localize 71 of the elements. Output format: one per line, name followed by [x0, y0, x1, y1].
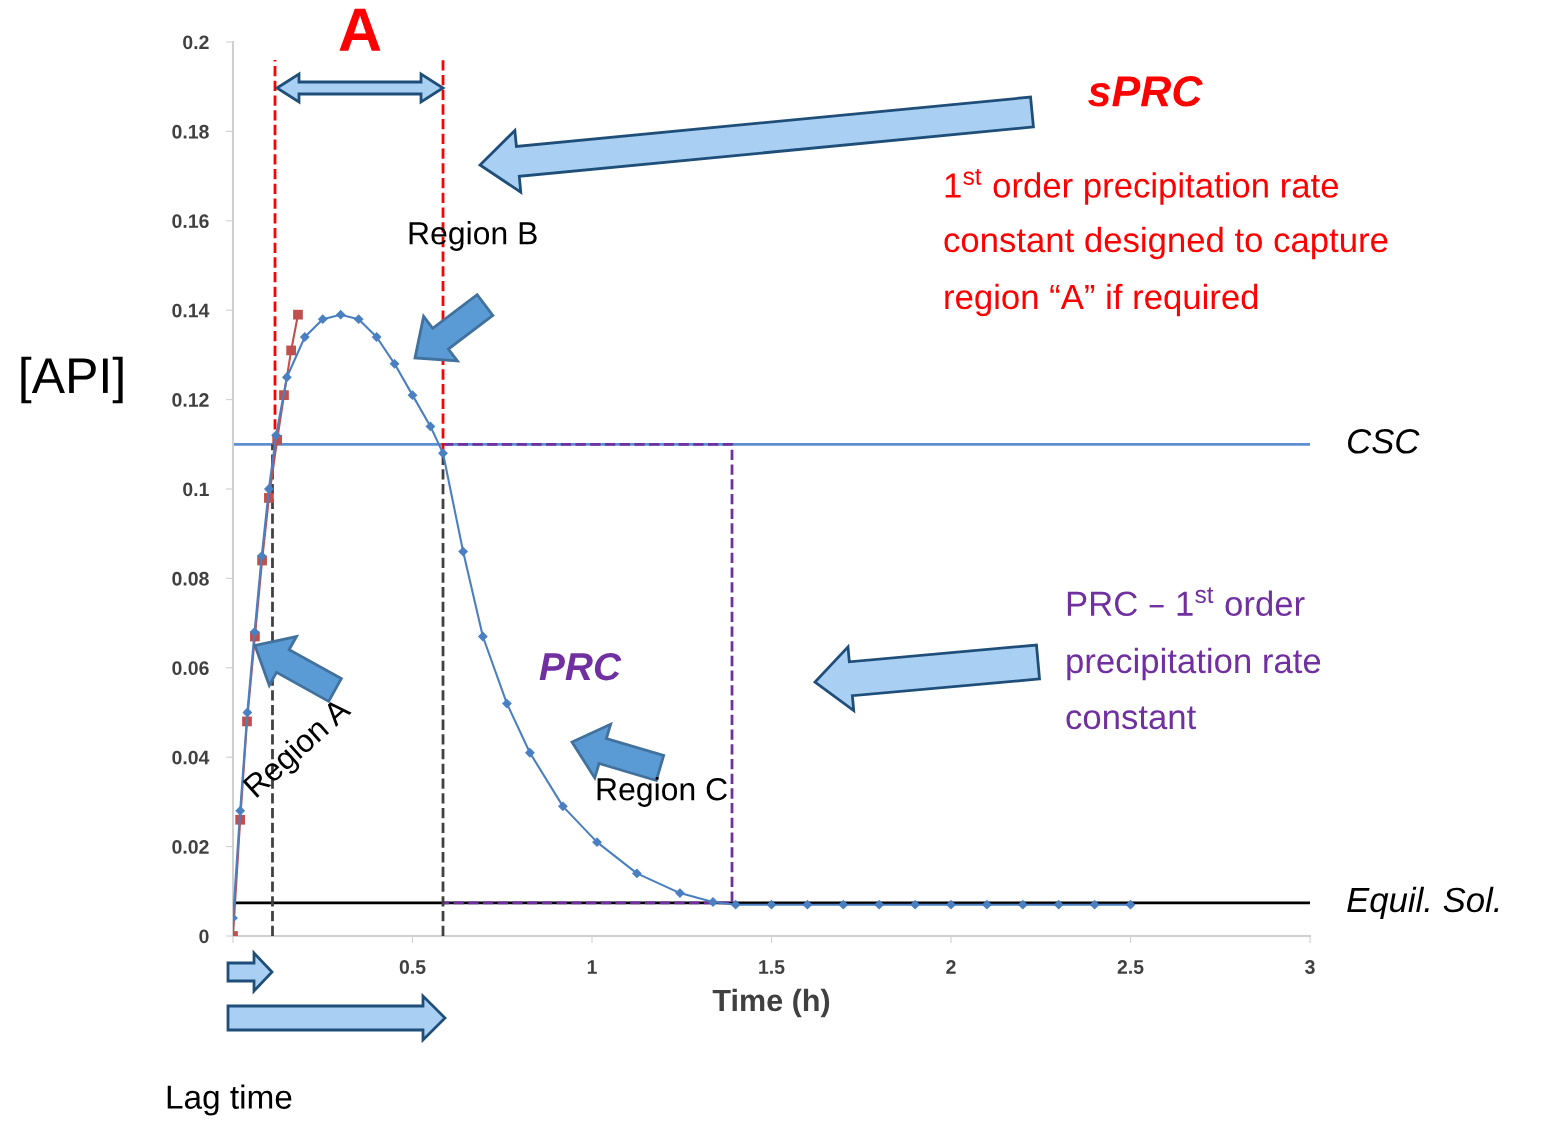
x-tick-label: 1.5 — [759, 960, 785, 974]
point — [271, 430, 281, 441]
point — [438, 448, 448, 459]
ref-line-label: Equil. Sol. — [1347, 886, 1499, 920]
point — [263, 484, 274, 494]
point — [592, 837, 602, 848]
point — [458, 546, 469, 557]
annotation: constant designed to capture — [944, 226, 1388, 260]
annotation: Region B — [409, 221, 537, 251]
annotation: A — [339, 8, 381, 51]
annotation: PRC — [539, 652, 622, 681]
point — [249, 627, 260, 637]
y-axis-title: [API] — [21, 356, 123, 404]
point — [1053, 899, 1064, 910]
point — [524, 747, 535, 758]
point — [910, 899, 921, 910]
point — [477, 631, 488, 642]
point — [256, 551, 267, 561]
y-tick-label: 0 — [199, 929, 209, 944]
y-tick-label: 0.04 — [172, 750, 210, 765]
point — [235, 805, 246, 816]
point — [353, 314, 364, 325]
point — [299, 332, 310, 342]
y-tick-label: 0.16 — [172, 214, 209, 229]
annotation: constant — [1066, 706, 1196, 730]
x-tick-label: 2 — [946, 960, 956, 974]
point — [1125, 899, 1136, 910]
annotation: Region C — [597, 777, 727, 807]
y-tick-label: 0.12 — [172, 393, 209, 407]
ref-line-label: CSC — [1348, 429, 1420, 454]
point — [1017, 899, 1028, 910]
point — [389, 358, 400, 369]
point — [407, 390, 418, 401]
y-tick-label: 0.08 — [172, 571, 209, 586]
x-tick-label: 1 — [587, 960, 597, 974]
point — [293, 309, 303, 320]
annotation: region “A” if required — [945, 283, 1258, 317]
x-tick-label: 2.5 — [1117, 960, 1144, 974]
point — [335, 309, 346, 320]
annotation: PRC – 1$^{st}$ order — [1067, 587, 1305, 617]
point — [425, 421, 436, 432]
point — [981, 899, 992, 910]
point — [317, 314, 328, 325]
point — [802, 899, 813, 910]
y-tick-label: 0.18 — [172, 124, 209, 139]
y-tick-label: 0.1 — [183, 482, 209, 497]
point — [558, 801, 568, 812]
point — [874, 899, 885, 910]
x-axis-title: Time (h) — [712, 988, 830, 1018]
point — [286, 345, 297, 356]
point — [675, 888, 685, 898]
point — [766, 899, 777, 910]
point — [631, 868, 642, 879]
annotation: 1$^{st}$ order precipitation rate — [945, 168, 1338, 205]
point — [242, 707, 253, 718]
point — [1089, 899, 1100, 910]
point — [502, 698, 512, 709]
y-tick-label: 0.2 — [183, 35, 209, 50]
point — [946, 899, 956, 910]
y-tick-label: 0.14 — [172, 303, 210, 318]
point — [730, 899, 741, 910]
annotation: precipitation rate — [1067, 647, 1321, 681]
point — [371, 332, 382, 342]
x-tick-label: 0.5 — [399, 960, 426, 974]
x-tick-label: 3 — [1305, 960, 1315, 974]
point — [281, 372, 292, 383]
text: Lag time — [167, 1084, 292, 1116]
point — [838, 899, 849, 910]
y-tick-label: 0.02 — [172, 840, 209, 854]
annotation: sPRC — [1088, 76, 1203, 107]
y-tick-label: 0.06 — [172, 661, 209, 676]
